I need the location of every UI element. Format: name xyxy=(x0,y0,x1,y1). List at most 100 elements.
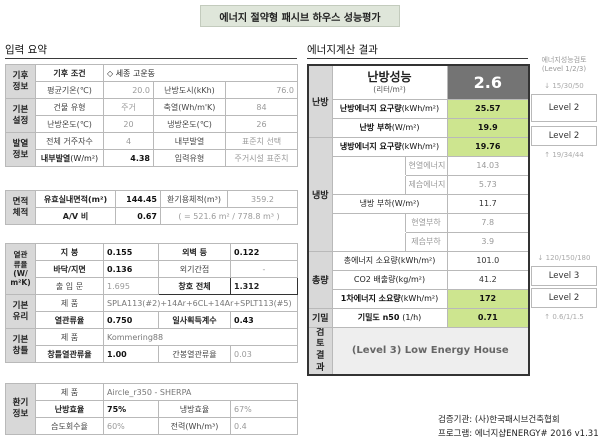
avg-temp-value: 20.0 xyxy=(103,81,154,99)
floor-area-value: 144.45 xyxy=(115,190,161,208)
sens-load-value: 7.8 xyxy=(446,212,530,233)
int-gain-label: 내부발열(W/m²) xyxy=(35,149,104,167)
int-heat-label: 내부발열 xyxy=(153,132,226,150)
input-summary-title: 입력 요약 xyxy=(5,44,47,56)
power-value: 0.4 xyxy=(229,417,299,435)
co2-value: 41.2 xyxy=(446,269,530,290)
residents-value: 4 xyxy=(103,132,154,150)
cool-temp-label: 냉방온도(℃) xyxy=(153,115,226,133)
cool-blank-2 xyxy=(331,174,406,195)
ventilation-category: 환기 정보 xyxy=(5,383,36,435)
input-summary-underline xyxy=(5,58,297,59)
climate-cond-label: 기후 조건 xyxy=(35,64,104,82)
primary-level: Level 3 xyxy=(531,266,597,287)
sens-load-label: 현열부하 xyxy=(404,212,448,233)
glass-product-label: 제 품 xyxy=(35,294,104,312)
hrv-product-value: Aircle_r350 - SHERPA xyxy=(102,383,299,401)
window-total-label: 창호 전체 xyxy=(158,277,231,295)
humid-label: 습도회수율 xyxy=(35,417,104,435)
evaluation-column: 에너지성능검토 (Level 1/2/3) ↓ 15/30/50 Level 2 … xyxy=(531,56,597,321)
cool-eff-label: 냉방효율 xyxy=(158,400,231,418)
av-ratio-label: A/V 비 xyxy=(35,207,116,225)
total-energy-value: 101.0 xyxy=(446,250,530,271)
avg-temp-label: 평균기온(℃) xyxy=(35,81,104,99)
cool-demand-label: 냉방에너지 요구량(kWh/m²) xyxy=(331,136,448,157)
shgc-value: 0.43 xyxy=(230,311,298,329)
airtight-label: 기밀도 n50 (1/h) xyxy=(331,307,448,328)
roof-value: 0.155 xyxy=(103,243,159,261)
window-total-value: 1.312 xyxy=(230,277,298,295)
primary-energy-label: 1차에너지 소요량(kWh/m²) xyxy=(331,288,448,309)
cool-note: ↑ 19/34/44 xyxy=(544,151,584,160)
lat-load-value: 3.9 xyxy=(446,231,530,252)
floor-ground-label: 바닥/지면 xyxy=(35,260,104,278)
heat-temp-label: 난방온도(℃) xyxy=(35,115,104,133)
cool-load-value: 11.7 xyxy=(446,193,530,214)
heat-dd-label: 난방도시(kKh) xyxy=(153,81,226,99)
airtight-value: 0.71 xyxy=(446,307,530,328)
climate-category: 기후 정보 xyxy=(5,64,36,99)
cool-temp-value: 26 xyxy=(224,115,299,133)
floor-ground-value: 0.136 xyxy=(103,260,159,278)
verification-org: 검증기관: (사)한국패시브건축협회 xyxy=(438,415,560,425)
shgc-label: 일사획득계수 xyxy=(158,311,231,329)
door-value: 1.695 xyxy=(103,277,159,295)
lat-load-label: 제습부하 xyxy=(404,231,448,252)
glass-u-value: 0.750 xyxy=(103,311,159,329)
frame-product-value: Kommering88 xyxy=(103,328,298,346)
heat-demand-label: 난방에너지 요구량(kWh/m²) xyxy=(331,98,448,119)
co2-label: CO2 배출량(kg/m²) xyxy=(331,269,448,290)
frame-category: 기본 창틀 xyxy=(5,328,36,363)
thermal-table: 열관 류율 (W/m²K) 지 붕 0.155 외벽 등 0.122 바닥/지면 0… xyxy=(5,243,298,363)
page-title: 에너지 절약형 패시브 하우스 성능평가 xyxy=(200,5,400,27)
latent-label: 제습에너지 xyxy=(404,174,448,195)
airtight-category: 기밀 xyxy=(307,307,333,328)
area-category: 면적 체적 xyxy=(5,190,36,225)
heat-load-value: 19.9 xyxy=(446,117,530,138)
heat-note: ↓ 15/30/50 xyxy=(544,82,584,91)
frame-u-label: 창틀열관류율 xyxy=(35,345,104,363)
spacer-psi-label: 간봉열관류율 xyxy=(158,345,231,363)
av-formula: ( = 521.6 m² / 778.8 m³ ) xyxy=(160,207,298,225)
cool-load-label: 냉방 부하(W/m²) xyxy=(331,193,448,214)
outer-wall-label: 외벽 등 xyxy=(158,243,231,261)
heat-storage-label: 축열(Wh/m'K) xyxy=(153,98,226,116)
door-label: 출 입 문 xyxy=(35,277,104,295)
int-heat-type-label: 입력유형 xyxy=(153,149,226,167)
internal-category: 발열 정보 xyxy=(5,132,36,167)
latent-value: 5.73 xyxy=(446,174,530,195)
cool-blank-3 xyxy=(331,212,406,233)
evaluation-header: 에너지성능검토 (Level 1/2/3) xyxy=(541,56,587,74)
heat-category: 난방 xyxy=(307,64,333,138)
residents-label: 전체 거주자수 xyxy=(35,132,104,150)
ventilation-table: 환기 정보 제 품 Aircle_r350 - SHERPA 난방효율 75% 냉… xyxy=(5,383,299,435)
building-type-value: 주거 xyxy=(103,98,154,116)
total-category: 총량 xyxy=(307,250,333,309)
basic-category: 기본 설정 xyxy=(5,98,36,133)
airtight-note: ↑ 0.6/1/1.5 xyxy=(544,313,584,322)
cool-level: Level 2 xyxy=(531,126,597,147)
roof-label: 지 붕 xyxy=(35,243,104,261)
std-select-value[interactable]: 표준치 선택 xyxy=(224,132,299,150)
program-version: 프로그램: 에너지샵ENERGY# 2016 v1.31 xyxy=(438,429,599,439)
heat-perf-value: 2.6 xyxy=(446,64,530,100)
heat-eff-label: 난방효율 xyxy=(35,400,104,418)
spacer-psi-value: 0.03 xyxy=(230,345,298,363)
res-std-value[interactable]: 주거시설 표준치 xyxy=(224,149,299,167)
frame-u-value: 1.00 xyxy=(103,345,159,363)
primary-energy-value: 172 xyxy=(446,288,530,309)
hrv-product-label: 제 품 xyxy=(35,383,104,401)
building-type-label: 건물 유형 xyxy=(35,98,104,116)
sensible-value: 14.03 xyxy=(446,155,530,176)
climate-cond-value[interactable]: ◇ 세종 고운동 xyxy=(102,64,299,82)
result-underline xyxy=(307,58,528,59)
vent-volume-label: 환기용체적(m³) xyxy=(160,190,228,208)
thermal-category: 열관 류율 (W/m²K) xyxy=(5,243,36,295)
review-category: 검토 결과 xyxy=(307,326,333,376)
frame-product-label: 제 품 xyxy=(35,328,104,346)
power-label: 전력(Wh/m³) xyxy=(158,417,231,435)
vent-volume-value: 359.2 xyxy=(227,190,298,208)
cool-blank-4 xyxy=(331,231,406,252)
sensible-label: 현열에너지 xyxy=(404,155,448,176)
humid-value: 60% xyxy=(103,417,159,435)
